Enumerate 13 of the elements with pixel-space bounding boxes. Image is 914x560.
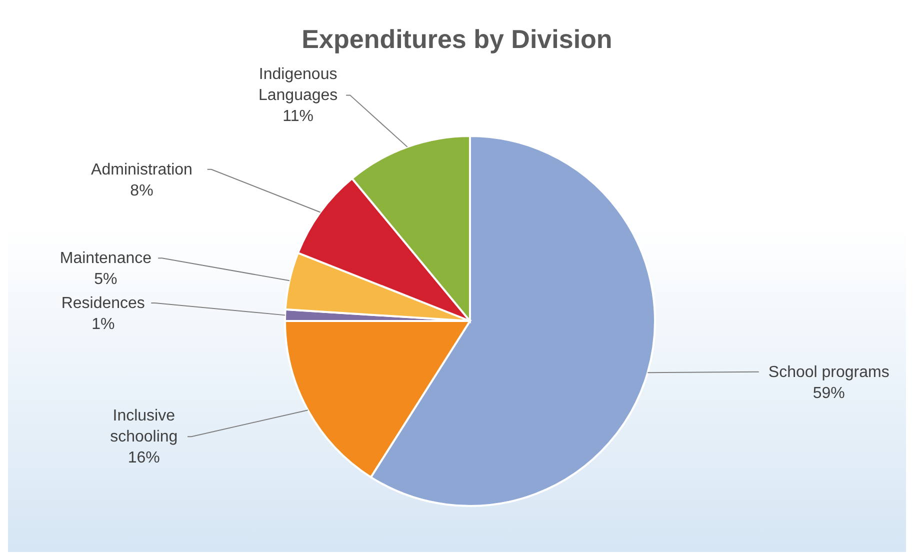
data-label: 16% [128,450,160,467]
slice-label: Administration [91,161,192,178]
slice-label: Indigenous Languages [258,66,338,104]
slice-label: Inclusive schooling [110,408,178,446]
slice-label: School programs [768,364,890,381]
chart-title: Expenditures by Division [300,24,614,55]
data-label: 59% [812,384,845,402]
data-label: 5% [94,271,118,288]
slice-label: Maintenance [60,250,152,268]
slice-label: Residences [61,294,145,312]
data-label: 11% [282,108,314,126]
data-label: 1% [92,316,115,333]
data-label: 8% [130,182,154,200]
